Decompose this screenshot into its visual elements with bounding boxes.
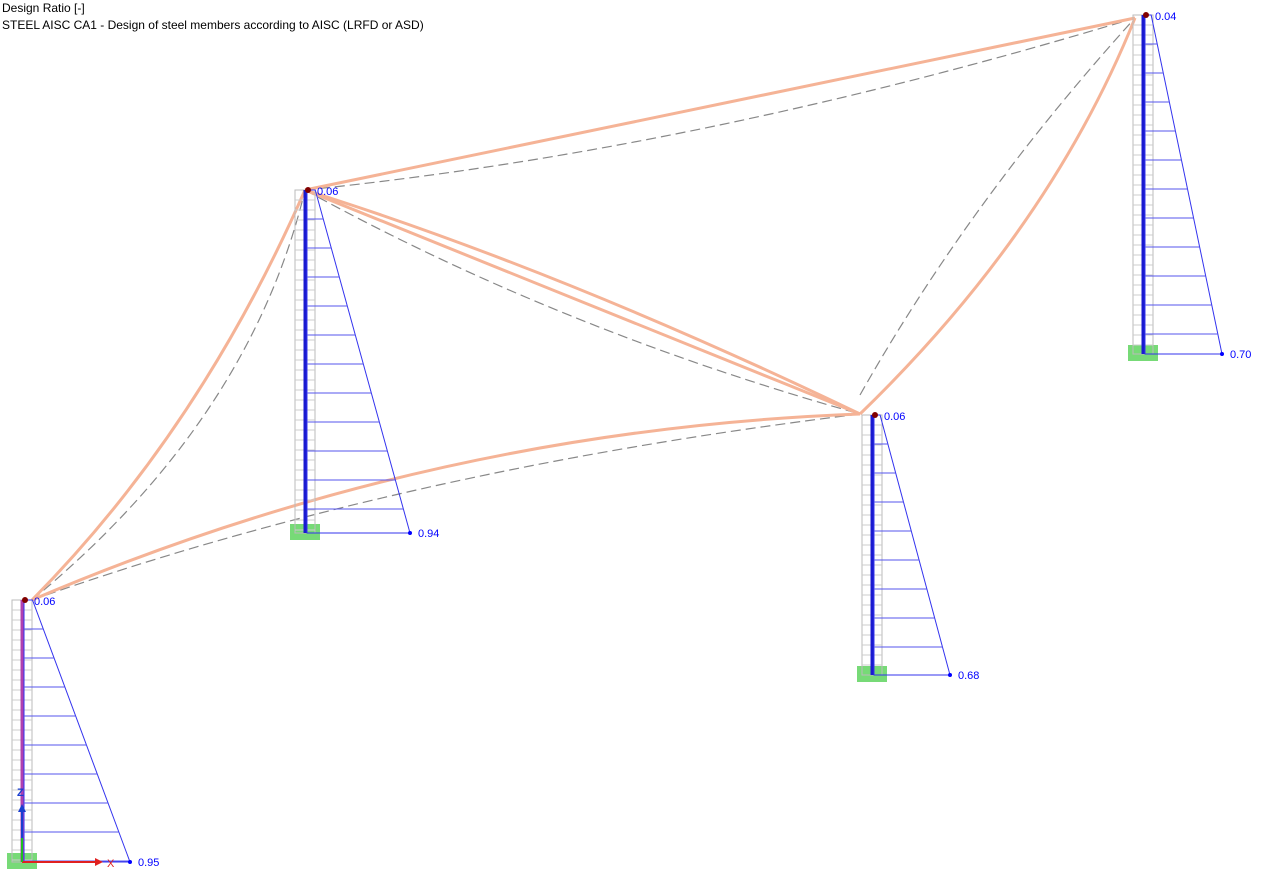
ratio-bottom: 0.68 bbox=[958, 670, 979, 682]
deformed-beam bbox=[31, 413, 861, 601]
node bbox=[872, 412, 878, 418]
x-axis-label: X bbox=[107, 858, 115, 870]
node bbox=[305, 187, 311, 193]
deformed-beam bbox=[31, 189, 306, 601]
beam bbox=[304, 16, 1136, 192]
z-arrowhead bbox=[18, 804, 26, 812]
ratio-bottom: 0.95 bbox=[138, 857, 159, 869]
beam bbox=[304, 188, 861, 416]
z-axis-label: Z bbox=[17, 787, 24, 799]
deformed-beam bbox=[304, 189, 861, 415]
beam bbox=[858, 17, 1137, 416]
view-subtitle: STEEL AISC CA1 - Design of steel members… bbox=[2, 18, 424, 32]
beam bbox=[304, 188, 861, 416]
node bbox=[22, 597, 28, 603]
beam bbox=[30, 189, 307, 602]
beams bbox=[30, 16, 1137, 602]
axis-triad: X Z bbox=[17, 787, 115, 870]
result-point bbox=[128, 860, 132, 864]
ratio-bottom: 0.70 bbox=[1230, 349, 1251, 361]
node bbox=[1143, 12, 1149, 18]
ratio-top: 0.06 bbox=[34, 596, 55, 608]
columns: 0.06 0.95 0.06 0.94 0.06 0.68 0.04 0.70 bbox=[7, 11, 1251, 869]
x-arrowhead bbox=[95, 858, 103, 866]
ratio-top: 0.06 bbox=[317, 186, 338, 198]
ratio-top: 0.06 bbox=[884, 411, 905, 423]
deformed-beam bbox=[304, 17, 1136, 191]
view-title: Design Ratio [-] bbox=[2, 1, 85, 15]
beam bbox=[31, 412, 861, 602]
ratio-bottom: 0.94 bbox=[418, 528, 439, 540]
ratio-top: 0.04 bbox=[1155, 11, 1176, 23]
result-point bbox=[408, 531, 412, 535]
result-point bbox=[948, 673, 952, 677]
result-point bbox=[1220, 352, 1224, 356]
deformed-beam bbox=[859, 17, 1136, 396]
